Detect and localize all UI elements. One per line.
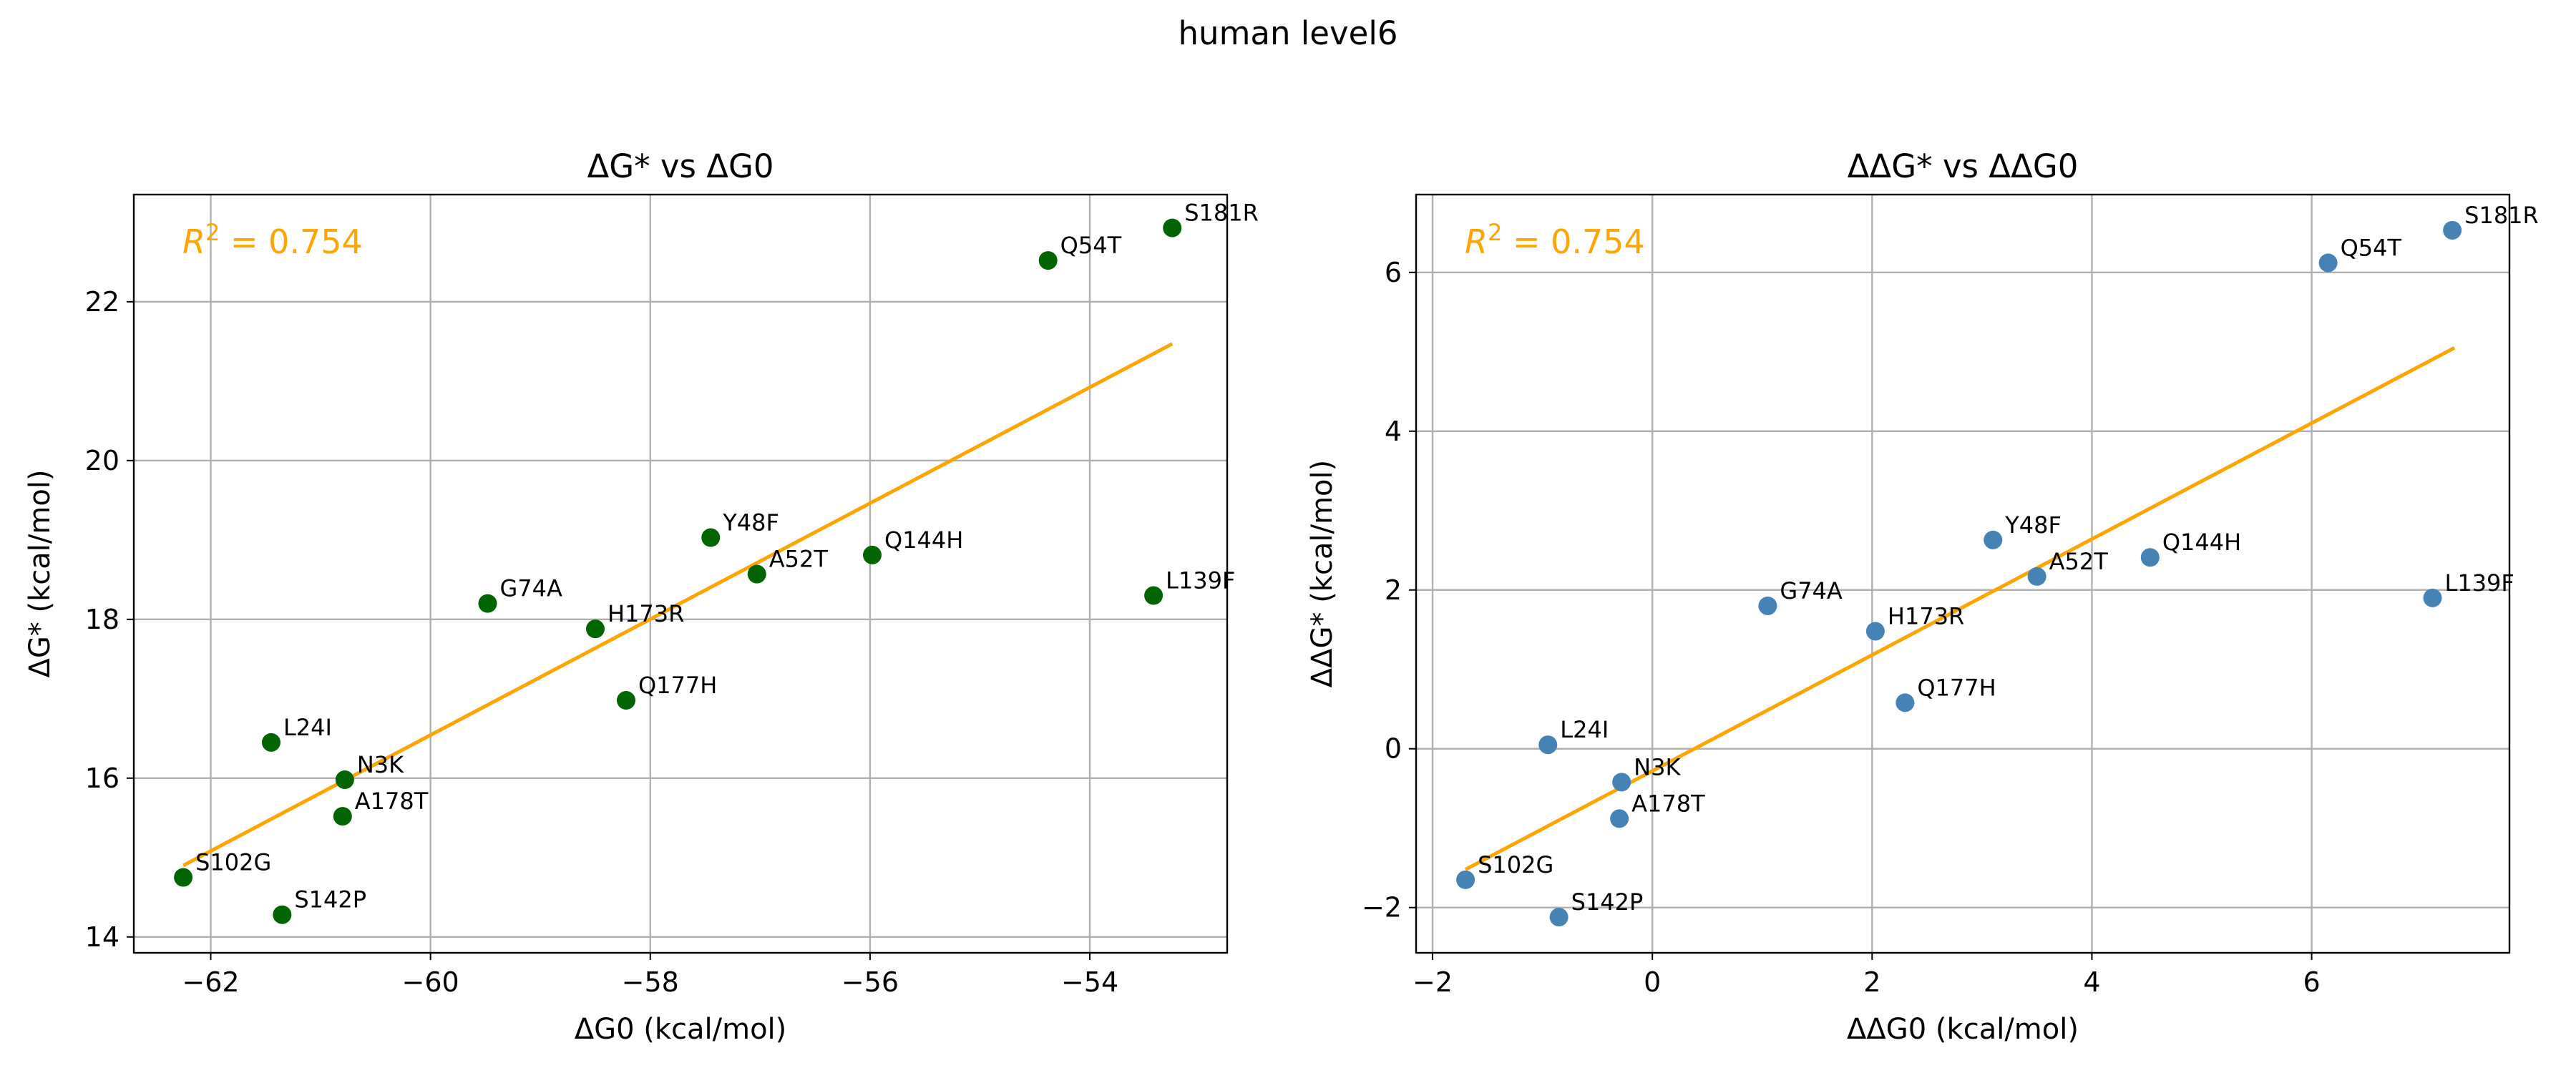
data-point [585, 619, 605, 639]
point-label: A52T [2049, 548, 2109, 575]
point-label: A178T [1631, 790, 1705, 817]
x-tick-label: 0 [1644, 966, 1661, 998]
point-label: Q177H [1917, 674, 1996, 701]
r-squared-annotation: R2 = 0.754 [182, 219, 363, 261]
point-label: A52T [769, 546, 829, 573]
data-point [261, 733, 280, 752]
data-point [1758, 596, 1777, 615]
data-point [2423, 588, 2442, 607]
plot-area [1416, 195, 2509, 953]
y-tick-label: 20 [85, 445, 119, 476]
x-tick-label: −62 [182, 966, 239, 998]
y-tick-label: 22 [85, 286, 119, 318]
point-label: Y48F [722, 509, 779, 536]
y-tick-label: 18 [85, 604, 119, 635]
point-label: Q144H [2162, 529, 2241, 556]
point-label: Q54T [2341, 234, 2402, 261]
plot-area [134, 195, 1227, 953]
data-point [701, 528, 721, 547]
x-tick-label: −2 [1413, 966, 1453, 998]
x-axis-label: ΔG0 (kcal/mol) [575, 1013, 787, 1046]
data-point [478, 594, 497, 613]
y-tick-label: 4 [1385, 416, 1402, 447]
r-squared-annotation: R2 = 0.754 [1465, 219, 1645, 261]
x-tick-label: −60 [402, 966, 459, 998]
right-chart: −2 0 2 4 6 −2 0 2 4 6 S102G S142P L24I N3K A178T G74A H1… [1306, 147, 2539, 1046]
data-point [1612, 773, 1631, 792]
x-tick-label: −54 [1061, 966, 1118, 998]
data-point [1610, 809, 1629, 828]
x-axis-label: ΔΔG0 (kcal/mol) [1847, 1013, 2079, 1046]
r-squared-value: = 0.754 [220, 222, 362, 261]
point-label: L24I [1560, 716, 1609, 743]
data-point [2027, 567, 2046, 586]
point-label: N3K [357, 751, 404, 778]
r-superscript: 2 [1488, 219, 1502, 246]
y-tick-label: 14 [85, 921, 119, 953]
data-point [616, 691, 635, 710]
r-symbol: R [1465, 222, 1488, 261]
data-point [2140, 548, 2160, 567]
point-label: S142P [1571, 888, 1644, 916]
x-tick-label: 4 [2083, 966, 2100, 998]
r-squared-value: = 0.754 [1502, 222, 1644, 261]
data-point [174, 868, 193, 887]
data-point [273, 905, 292, 924]
point-label: N3K [1634, 753, 1681, 780]
point-label: S102G [195, 849, 271, 876]
data-point [1896, 693, 1915, 712]
data-point [1144, 586, 1163, 605]
point-label: H173R [1888, 602, 1964, 629]
axes-frame [132, 193, 1229, 954]
x-tick-label: 2 [1863, 966, 1880, 998]
point-label: H173R [608, 600, 684, 627]
y-tick-label: 16 [85, 763, 119, 794]
x-tick-label: −56 [841, 966, 899, 998]
chart-title: ΔΔG* vs ΔΔG0 [1848, 147, 2079, 185]
data-point [1163, 218, 1182, 237]
point-label: L24I [283, 714, 332, 741]
figure-title: human level6 [1179, 14, 1398, 52]
chart-title: ΔG* vs ΔG0 [587, 147, 774, 185]
data-point [2443, 220, 2462, 240]
data-point [1984, 530, 2003, 549]
r-superscript: 2 [205, 219, 220, 246]
left-chart: −62 −60 −58 −56 −54 14 16 18 20 22 S102G S142P L24I N… [24, 147, 1259, 1046]
data-point [1538, 735, 1558, 755]
data-point [1456, 870, 1475, 889]
point-label: Q54T [1060, 232, 1122, 259]
point-label: G74A [1780, 577, 1843, 604]
y-tick-label: 2 [1385, 574, 1402, 606]
x-tick-label: 6 [2303, 966, 2320, 998]
data-point [1865, 622, 1885, 641]
y-tick-label: 0 [1385, 733, 1402, 765]
data-point [333, 807, 352, 826]
point-label: S142P [294, 886, 366, 913]
data-point [862, 545, 882, 564]
data-point [335, 770, 354, 790]
axes-frame [1415, 193, 2511, 954]
data-point [1038, 251, 1058, 270]
x-tick-label: −58 [622, 966, 679, 998]
data-point [1549, 908, 1568, 927]
data-point [2318, 253, 2338, 273]
data-point [747, 564, 766, 584]
point-label: Y48F [2004, 511, 2062, 539]
point-label: Q177H [638, 672, 717, 699]
y-axis-label: ΔG* (kcal/mol) [24, 469, 57, 677]
point-label: S181R [1184, 200, 1259, 227]
point-label: A178T [355, 788, 429, 815]
y-axis-label: ΔΔG* (kcal/mol) [1306, 460, 1339, 687]
r-symbol: R [182, 222, 205, 261]
point-label: G74A [499, 575, 562, 602]
point-label: Q144H [884, 526, 963, 554]
point-label: S181R [2464, 202, 2539, 229]
point-label: S102G [1478, 851, 1553, 878]
y-tick-label: −2 [1362, 892, 1402, 923]
y-tick-label: 6 [1385, 257, 1402, 288]
point-label: L139F [1166, 567, 1235, 594]
point-label: L139F [2445, 569, 2514, 597]
